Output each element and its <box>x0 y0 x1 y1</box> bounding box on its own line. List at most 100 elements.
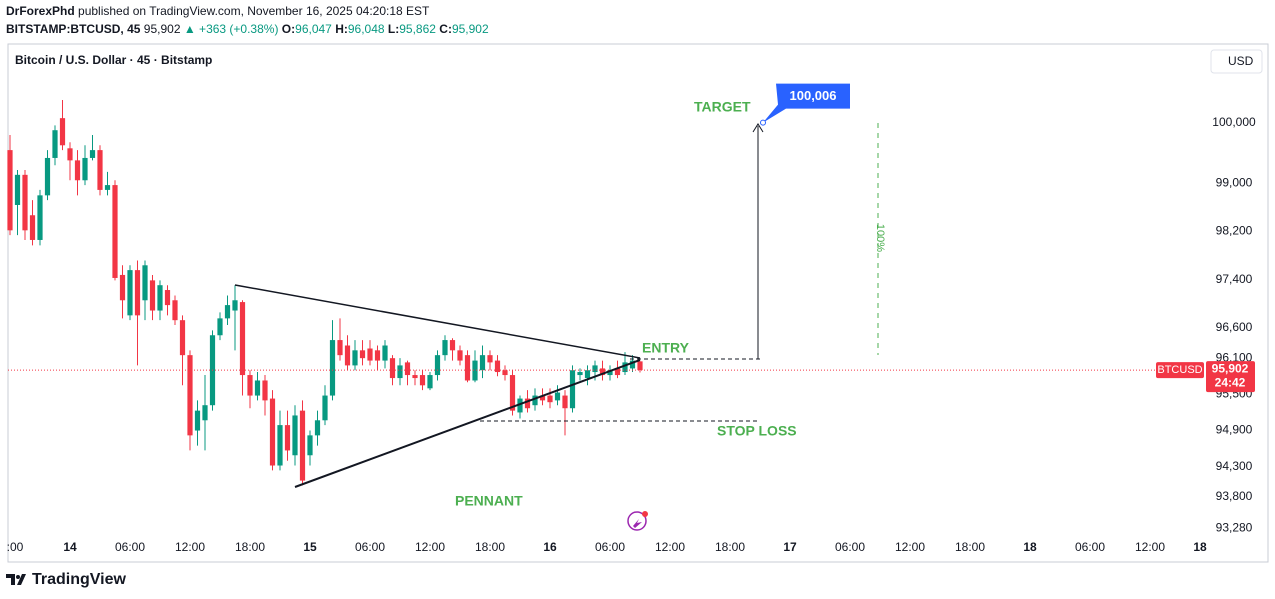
y-tick-label: 100,000 <box>1212 115 1256 129</box>
pennant-upper <box>234 284 641 359</box>
candle-body <box>247 375 253 396</box>
chart-frame <box>7 43 1269 563</box>
x-tick-label: 06:00 <box>835 540 865 554</box>
candle-body <box>239 302 246 376</box>
candle-body <box>157 285 163 311</box>
candle-body <box>472 360 478 381</box>
candle-body <box>284 425 291 451</box>
published: published on TradingView.com, November 1… <box>78 4 430 18</box>
candle-body <box>397 365 403 379</box>
pennant-lower <box>294 359 641 488</box>
y-tick-label: 94,300 <box>1216 459 1253 473</box>
x-tick-label: 12:00 <box>415 540 445 554</box>
target-callout <box>763 83 850 123</box>
candle-body <box>487 355 493 363</box>
y-tick-label: 98,200 <box>1216 224 1253 238</box>
countdown-text: 24:42 <box>1215 375 1246 389</box>
candle-body <box>269 398 276 466</box>
y-tick-label: 96,100 <box>1216 350 1253 364</box>
plot: 100,000 99,000 98,200 97,400 96,600 96,10095,… <box>7 83 1256 554</box>
chart-title: Bitcoin / U.S. Dollar · 45 · Bitstamp <box>15 53 212 67</box>
ohlc-label: H: <box>335 22 348 36</box>
candle-body <box>262 380 268 401</box>
target-callout-text: 100,006 <box>790 88 837 103</box>
candle-body <box>82 157 88 181</box>
currency[interactable]: USD <box>1228 54 1254 68</box>
x-tick-label: 17 <box>783 540 797 554</box>
candle-body <box>442 340 448 356</box>
candle-body <box>254 380 261 396</box>
x-tick-label: 12:00 <box>1135 540 1165 554</box>
candle-body <box>532 395 538 406</box>
candle-body <box>502 370 508 376</box>
icon-bolt[interactable] <box>633 519 642 528</box>
x-tick-label: 18:00 <box>475 540 505 554</box>
candle-body <box>584 370 591 379</box>
x-tick-label: 18:00 <box>235 540 265 554</box>
candle-body <box>374 350 381 361</box>
ohlc-label: O: <box>282 22 295 36</box>
candle-body <box>127 270 133 316</box>
candle-body <box>592 365 598 373</box>
candle-body <box>494 360 501 373</box>
candle-body <box>104 185 111 190</box>
candle-body <box>367 348 373 361</box>
candle-body <box>22 174 28 231</box>
x-tick-label: 14 <box>63 540 77 554</box>
icon-dot[interactable] <box>642 511 648 517</box>
icon-ring[interactable] <box>627 511 647 531</box>
candle-body <box>344 345 351 366</box>
candle-body <box>194 410 201 431</box>
candle-body <box>329 340 336 396</box>
x-tick-label: 12:00 <box>895 540 925 554</box>
candle-body <box>404 362 411 376</box>
x-tick-label: :00 <box>7 540 24 554</box>
candle-body <box>142 265 148 301</box>
change: ▲ +363 (+0.38%) <box>184 22 279 36</box>
candle-body <box>517 398 523 413</box>
author: DrForexPhd <box>6 4 75 18</box>
candle-body <box>562 395 568 409</box>
currency-button[interactable] <box>1210 49 1263 74</box>
x-tick-label: 06:00 <box>1075 540 1105 554</box>
symbol-line: BITSTAMP:BTCUSD, 45 95,902 ▲ +363 (+0.38… <box>6 22 489 36</box>
candle-body <box>539 395 546 401</box>
price-tag-text: 95,902 <box>1212 361 1249 375</box>
candle-body <box>434 355 441 376</box>
candle-body <box>59 118 66 146</box>
price-tag <box>1206 361 1255 393</box>
x-tick-label: 18:00 <box>955 540 985 554</box>
candle-body <box>449 340 456 351</box>
candle-body <box>629 360 636 369</box>
candle-body <box>29 215 36 240</box>
x-tick-label: 06:00 <box>355 540 385 554</box>
ohlc-label: C: <box>439 22 452 36</box>
candle-body <box>412 375 418 379</box>
candle-body <box>382 345 388 361</box>
target-point <box>760 119 766 126</box>
ai-icon[interactable] <box>627 511 648 531</box>
ohlc-label: L: <box>388 22 399 36</box>
candle-body <box>232 300 238 311</box>
ohlc-value: 95,862 <box>399 22 436 36</box>
x-tick-label: 12:00 <box>175 540 205 554</box>
candle-body <box>359 350 366 359</box>
candle-body <box>464 355 471 381</box>
candle-body <box>7 150 13 231</box>
logo-dot <box>16 575 20 579</box>
pattern-text: PENNANT <box>455 493 523 509</box>
candle-body <box>307 435 313 456</box>
candle-body <box>14 174 21 205</box>
candle-body <box>427 375 433 389</box>
candle-body <box>352 350 358 366</box>
ohlc-value: 96,048 <box>348 22 385 36</box>
candle-body <box>119 274 126 301</box>
x-tick-label: 06:00 <box>115 540 145 554</box>
y-tick-label: 96,600 <box>1216 320 1253 334</box>
x-tick-label: 18:00 <box>715 540 745 554</box>
candle-body <box>292 415 298 456</box>
candle-body <box>337 340 343 356</box>
logo-mark <box>6 574 26 585</box>
candle-body <box>479 355 486 371</box>
